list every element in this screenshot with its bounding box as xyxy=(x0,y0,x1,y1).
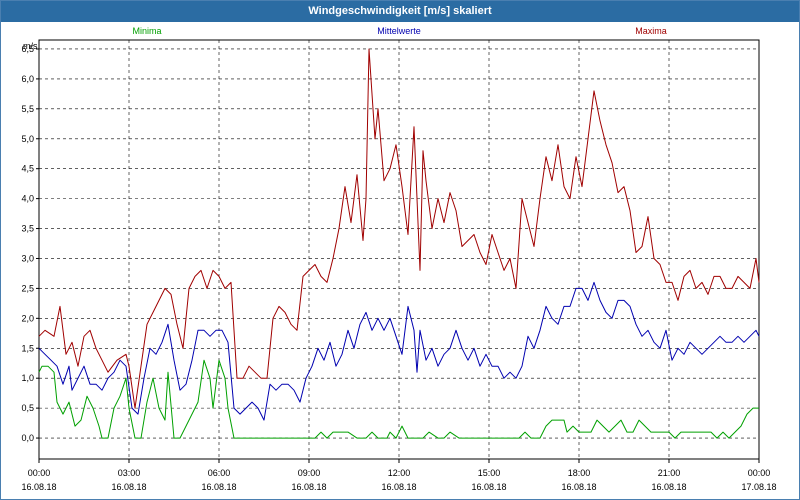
x-tick-time: 06:00 xyxy=(208,468,231,478)
x-tick-time: 09:00 xyxy=(298,468,321,478)
series-lines xyxy=(38,48,760,439)
x-tick-time: 21:00 xyxy=(658,468,681,478)
x-tick-date: 17.08.18 xyxy=(741,482,776,492)
y-tick-label: 5,0 xyxy=(21,134,34,144)
x-tick-time: 12:00 xyxy=(388,468,411,478)
series-line-minima xyxy=(38,359,759,439)
y-tick-label: 6,5 xyxy=(21,44,34,54)
x-axis-ticks: 00:00 16.08.18 03:00 16.08.18 06:00 16.08.18 0… xyxy=(21,459,777,492)
y-tick-label: 3,5 xyxy=(21,224,34,234)
x-tick-date: 16.08.18 xyxy=(381,482,416,492)
x-tick-time: 18:00 xyxy=(568,468,591,478)
y-tick-label: 4,0 xyxy=(21,194,34,204)
line-chart: Minima Mittelwerte Maxima m/s 0,0 0,5 1,0 1,5… xyxy=(21,26,777,492)
x-tick-date: 16.08.18 xyxy=(291,482,326,492)
x-tick-time: 00:00 xyxy=(748,468,771,478)
y-tick-label: 1,5 xyxy=(21,343,34,353)
series-line-mittelwerte xyxy=(38,281,760,421)
y-axis-ticks: 0,0 0,5 1,0 1,5 2,0 2,5 3,0 3,5 4,0 4,5 5,0 5,5 6,0 6… xyxy=(21,44,39,443)
legend: Minima Mittelwerte Maxima xyxy=(132,26,666,36)
legend-entry-mittelwerte: Mittelwerte xyxy=(377,26,421,36)
y-axis-label: m/s xyxy=(23,41,38,51)
y-tick-label: 2,5 xyxy=(21,283,34,293)
series-line-maxima xyxy=(38,48,760,409)
x-tick-date: 16.08.18 xyxy=(561,482,596,492)
x-tick-time: 15:00 xyxy=(478,468,501,478)
x-tick-date: 16.08.18 xyxy=(651,482,686,492)
x-tick-time: 03:00 xyxy=(118,468,141,478)
legend-entry-minima: Minima xyxy=(132,26,161,36)
y-tick-label: 2,0 xyxy=(21,313,34,323)
y-tick-label: 0,0 xyxy=(21,433,34,443)
grid xyxy=(39,40,759,459)
x-tick-date: 16.08.18 xyxy=(471,482,506,492)
y-tick-label: 4,5 xyxy=(21,164,34,174)
y-tick-label: 3,0 xyxy=(21,253,34,263)
y-tick-label: 0,5 xyxy=(21,403,34,413)
x-tick-date: 16.08.18 xyxy=(201,482,236,492)
y-tick-label: 5,5 xyxy=(21,104,34,114)
x-tick-time: 00:00 xyxy=(28,468,51,478)
legend-entry-maxima: Maxima xyxy=(635,26,667,36)
y-tick-label: 1,0 xyxy=(21,373,34,383)
window-title: Windgeschwindigkeit [m/s] skaliert xyxy=(1,1,799,22)
y-tick-label: 6,0 xyxy=(21,74,34,84)
x-tick-date: 16.08.18 xyxy=(21,482,56,492)
x-tick-date: 16.08.18 xyxy=(111,482,146,492)
